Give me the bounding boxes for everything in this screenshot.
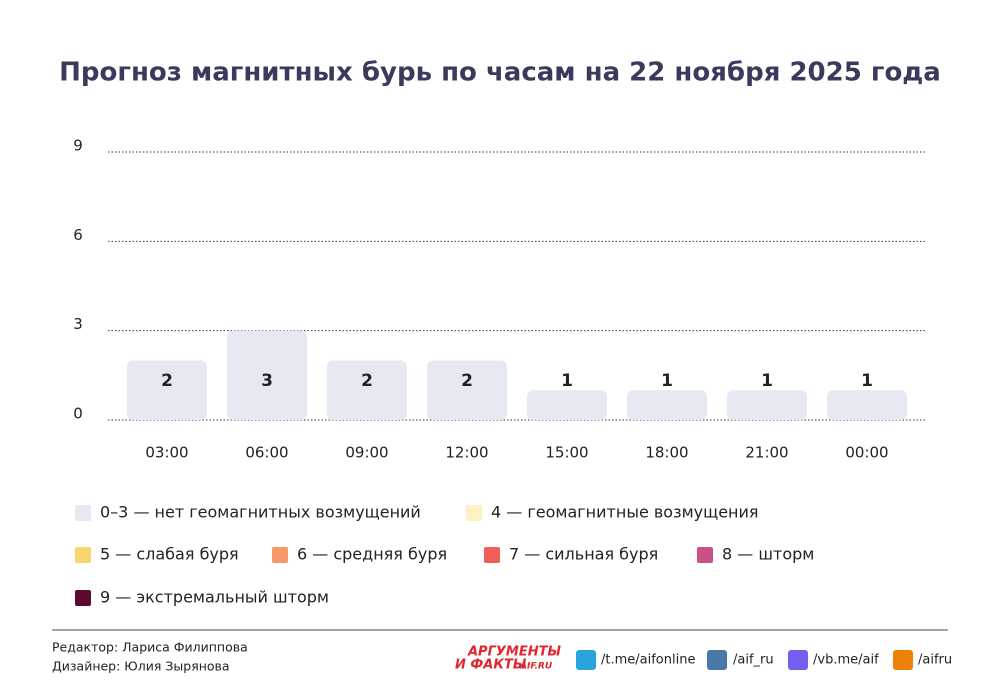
value-label: 1 (861, 371, 873, 391)
legend-label: 8 — шторм (722, 545, 814, 564)
legend-swatch (697, 547, 713, 563)
bar (227, 330, 307, 420)
legend-label: 7 — сильная буря (509, 545, 658, 564)
social-link[interactable]: /t.me/aifonline (601, 653, 695, 668)
telegram-icon (576, 650, 596, 670)
logo-text: АРГУМЕНТЫ (467, 645, 561, 660)
x-tick-label: 00:00 (845, 444, 888, 462)
legend-swatch (75, 590, 91, 606)
logo: АРГУМЕНТЫ И ФАКТЫ AIF.RU (455, 645, 561, 673)
value-label: 1 (661, 371, 673, 391)
bar (727, 390, 807, 420)
logo-text: AIF.RU (519, 662, 553, 672)
value-label: 1 (561, 371, 573, 391)
x-tick-label: 06:00 (245, 444, 288, 462)
bar (527, 390, 607, 420)
x-tick-label: 03:00 (145, 444, 188, 462)
social-link[interactable]: /vb.me/aif (813, 653, 879, 668)
bar (127, 360, 207, 420)
value-label: 2 (461, 371, 473, 391)
legend-label: 9 — экстремальный шторм (100, 588, 329, 607)
designer: Дизайнер: Юлия Зырянова (52, 659, 230, 674)
value-label: 3 (261, 371, 273, 391)
legend-label: 4 — геомагнитные возмущения (491, 503, 759, 522)
legend-swatch (272, 547, 288, 563)
value-label: 2 (361, 371, 373, 391)
bar (627, 390, 707, 420)
y-tick-label: 9 (73, 137, 83, 155)
legend-swatch (466, 505, 482, 521)
legend-label: 5 — слабая буря (100, 545, 239, 564)
y-tick-label: 6 (73, 226, 83, 244)
legend-label: 0–3 — нет геомагнитных возмущений (100, 503, 421, 522)
social-link[interactable]: /aif_ru (733, 653, 774, 668)
value-label: 2 (161, 371, 173, 391)
editor: Редактор: Лариса Филиппова (52, 640, 248, 655)
x-tick-label: 18:00 (645, 444, 688, 462)
bar (327, 360, 407, 420)
legend-label: 6 — средняя буря (297, 545, 447, 564)
legend-swatch (75, 505, 91, 521)
x-tick-label: 12:00 (445, 444, 488, 462)
vk-icon (707, 650, 727, 670)
logo-text: И ФАКТЫ (455, 658, 527, 673)
legend-swatch (75, 547, 91, 563)
legend-swatch (484, 547, 500, 563)
y-tick-label: 3 (73, 315, 83, 333)
y-tick-label: 0 (73, 405, 83, 423)
bar (827, 390, 907, 420)
viber-icon (788, 650, 808, 670)
social-link[interactable]: /aifru (918, 653, 952, 668)
ok-icon (893, 650, 913, 670)
value-label: 1 (761, 371, 773, 391)
chart-title: Прогноз магнитных бурь по часам на 22 но… (59, 58, 941, 88)
x-tick-label: 21:00 (745, 444, 788, 462)
x-tick-label: 09:00 (345, 444, 388, 462)
x-tick-label: 15:00 (545, 444, 588, 462)
bar (427, 360, 507, 420)
